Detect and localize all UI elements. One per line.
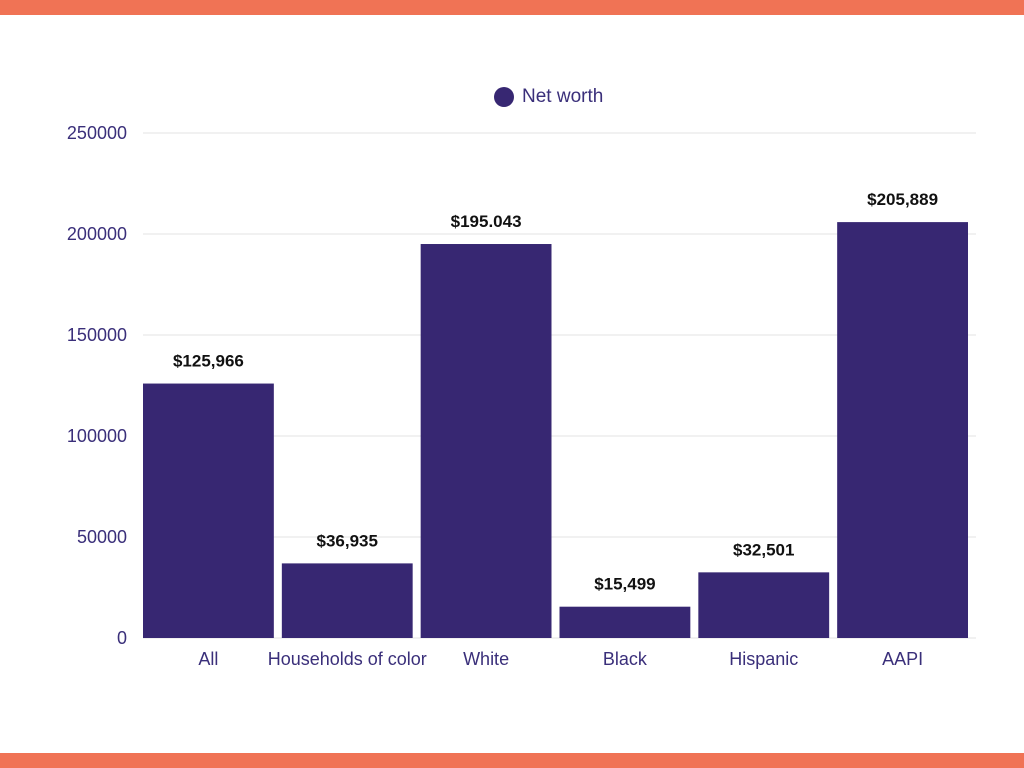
bar — [698, 572, 830, 638]
x-tick-label: Households of color — [268, 649, 427, 669]
legend: Net worth — [494, 86, 603, 108]
data-label: $32,501 — [733, 540, 794, 559]
x-tick-label: All — [198, 649, 218, 669]
x-tick-label: Black — [603, 649, 648, 669]
bar — [559, 606, 691, 638]
bar — [837, 222, 968, 638]
top-accent-band — [0, 0, 1024, 15]
x-tick-label: White — [463, 649, 509, 669]
bar — [420, 244, 552, 639]
y-tick-label: 0 — [117, 628, 127, 648]
data-label: $195.043 — [451, 212, 522, 231]
data-label: $36,935 — [317, 531, 378, 550]
y-tick-label: 150000 — [67, 325, 127, 345]
x-tick-label: Hispanic — [729, 649, 798, 669]
bottom-accent-band — [0, 753, 1024, 768]
x-tick-label: AAPI — [882, 649, 923, 669]
data-label: $205,889 — [867, 190, 938, 209]
data-label: $15,499 — [594, 575, 655, 594]
legend-swatch — [494, 87, 514, 107]
bar — [143, 383, 274, 638]
data-label: $125,966 — [173, 352, 244, 371]
y-tick-label: 50000 — [77, 527, 127, 547]
bar — [281, 563, 413, 638]
y-tick-label: 250000 — [67, 123, 127, 143]
y-tick-label: 200000 — [67, 224, 127, 244]
y-tick-label: 100000 — [67, 426, 127, 446]
legend-label: Net worth — [522, 86, 604, 107]
